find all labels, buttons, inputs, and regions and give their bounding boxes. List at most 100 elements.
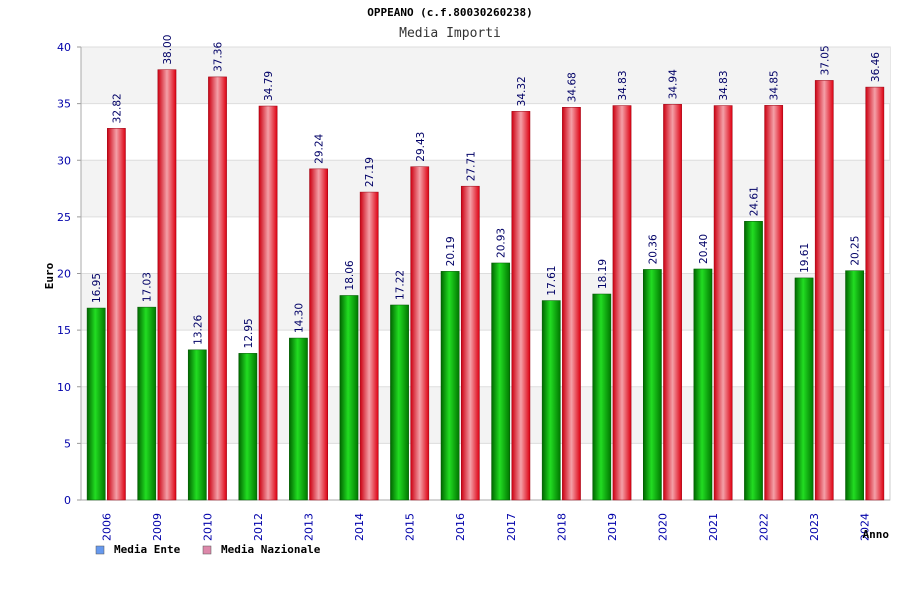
- data-label-media-nazionale-2014: 27.19: [364, 157, 376, 187]
- bar-media-ente-2022: [744, 221, 763, 501]
- bar-media-nazionale-2015: [410, 166, 430, 501]
- data-label-media-ente-2013: 14.30: [293, 303, 305, 333]
- data-label-media-ente-2017: 20.93: [496, 228, 508, 258]
- data-label-media-ente-2006: 16.95: [91, 273, 103, 303]
- bar-media-nazionale-2019: [612, 105, 632, 501]
- bar-media-ente-2021: [693, 268, 713, 501]
- data-label-media-nazionale-2006: 32.82: [111, 93, 123, 123]
- bar-media-nazionale-2020: [663, 104, 682, 501]
- bar-media-ente-2016: [440, 271, 460, 501]
- data-label-media-ente-2022: 24.61: [748, 186, 760, 216]
- bar-media-ente-2015: [390, 304, 409, 501]
- legend: Media Ente Media Nazionale: [95, 543, 321, 556]
- y-tick-label: 5: [64, 437, 71, 450]
- x-tick-label-2014: 2014: [353, 513, 366, 541]
- plot-area: 0 5 10 15 20 25 30 35 40 16.95 32.82 2006 17.03 38.00…: [57, 35, 891, 541]
- data-label-media-ente-2023: 19.61: [799, 243, 811, 273]
- data-label-media-ente-2021: 20.40: [698, 234, 710, 264]
- y-tick-label: 35: [57, 98, 71, 111]
- data-label-media-nazionale-2016: 27.71: [465, 151, 477, 181]
- chart-title: OPPEANO (c.f.80030260238): [367, 6, 533, 19]
- data-label-media-nazionale-2009: 38.00: [162, 35, 174, 65]
- data-label-media-ente-2016: 20.19: [445, 236, 457, 266]
- legend-label-media-nazionale: Media Nazionale: [221, 543, 321, 556]
- x-tick-label-2010: 2010: [201, 513, 214, 541]
- y-tick-label: 15: [57, 324, 71, 337]
- bar-media-nazionale-2010: [208, 76, 227, 501]
- bar-media-ente-2020: [643, 269, 662, 501]
- y-tick-label: 0: [64, 494, 71, 507]
- data-label-media-nazionale-2017: 34.32: [516, 76, 528, 106]
- x-tick-label-2015: 2015: [404, 513, 417, 541]
- bar-media-ente-2012: [238, 353, 258, 501]
- bar-media-nazionale-2018: [562, 106, 581, 501]
- x-tick-label-2016: 2016: [454, 513, 467, 541]
- x-tick-label-2012: 2012: [252, 513, 265, 541]
- bar-media-ente-2019: [592, 293, 612, 501]
- data-label-media-nazionale-2024: 36.46: [870, 52, 882, 82]
- data-label-media-nazionale-2018: 34.68: [566, 72, 578, 102]
- legend-swatch-media-nazionale: [202, 545, 212, 555]
- data-label-media-ente-2019: 18.19: [597, 259, 609, 289]
- bar-media-ente-2014: [339, 295, 359, 501]
- x-tick-label-2023: 2023: [808, 513, 821, 541]
- bar-media-ente-2010: [187, 349, 207, 501]
- bar-media-nazionale-2024: [865, 86, 885, 501]
- x-tick-label-2024: 2024: [859, 513, 872, 541]
- y-tick-label: 30: [57, 154, 71, 167]
- x-tick-label-2020: 2020: [656, 513, 669, 541]
- bar-media-ente-2018: [541, 300, 561, 501]
- y-axis-label: Euro: [43, 262, 56, 289]
- bar-media-ente-2013: [289, 337, 308, 501]
- bar-media-nazionale-2014: [359, 191, 379, 501]
- data-label-media-nazionale-2012: 34.79: [263, 71, 275, 101]
- data-label-media-ente-2014: 18.06: [344, 260, 356, 290]
- bar-media-nazionale-2017: [511, 111, 531, 501]
- chart-subtitle: Media Importi: [399, 26, 501, 41]
- bar-media-ente-2006: [86, 307, 106, 501]
- x-tick-label-2019: 2019: [606, 513, 619, 541]
- data-label-media-ente-2010: 13.26: [192, 314, 204, 344]
- bar-media-nazionale-2013: [309, 168, 328, 501]
- y-tick-label: 10: [57, 381, 71, 394]
- bar-media-nazionale-2023: [814, 80, 834, 501]
- data-label-media-ente-2024: 20.25: [850, 236, 862, 266]
- bar-media-nazionale-2012: [258, 105, 278, 501]
- x-tick-label-2006: 2006: [100, 513, 113, 541]
- data-label-media-nazionale-2010: 37.36: [213, 42, 225, 72]
- data-label-media-ente-2018: 17.61: [546, 266, 558, 296]
- data-label-media-ente-2020: 20.36: [647, 234, 659, 264]
- data-label-media-nazionale-2022: 34.85: [769, 70, 781, 100]
- x-tick-label-2018: 2018: [555, 513, 568, 541]
- x-tick-label-2022: 2022: [758, 513, 771, 541]
- bar-media-ente-2017: [491, 262, 511, 501]
- data-label-media-ente-2012: 12.95: [243, 318, 255, 348]
- y-tick-label: 20: [57, 268, 71, 281]
- x-tick-label-2021: 2021: [707, 513, 720, 541]
- data-label-media-nazionale-2021: 34.83: [718, 70, 730, 100]
- data-label-media-nazionale-2013: 29.24: [314, 133, 326, 163]
- data-label-media-ente-2015: 17.22: [395, 270, 407, 300]
- bar-media-ente-2009: [137, 306, 157, 501]
- x-tick-label-2013: 2013: [303, 513, 316, 541]
- bar-media-ente-2023: [794, 277, 814, 501]
- x-tick-label-2017: 2017: [505, 513, 518, 541]
- bar-media-nazionale-2006: [107, 128, 126, 501]
- data-label-media-nazionale-2020: 34.94: [668, 69, 680, 99]
- y-tick-label: 40: [57, 41, 71, 54]
- data-label-media-nazionale-2015: 29.43: [415, 132, 427, 162]
- bar-media-nazionale-2021: [713, 105, 733, 501]
- bar-media-nazionale-2016: [460, 185, 480, 501]
- legend-swatch-media-ente: [95, 545, 105, 555]
- x-axis-label: Anno: [863, 528, 890, 541]
- data-label-media-nazionale-2019: 34.83: [617, 70, 629, 100]
- y-tick-label: 25: [57, 211, 71, 224]
- bar-media-nazionale-2022: [764, 105, 784, 501]
- x-tick-label-2009: 2009: [151, 513, 164, 541]
- legend-label-media-ente: Media Ente: [114, 543, 181, 556]
- data-label-media-ente-2009: 17.03: [142, 272, 154, 302]
- bar-media-nazionale-2009: [157, 69, 177, 501]
- bar-media-ente-2024: [845, 270, 864, 501]
- data-label-media-nazionale-2023: 37.05: [819, 45, 831, 75]
